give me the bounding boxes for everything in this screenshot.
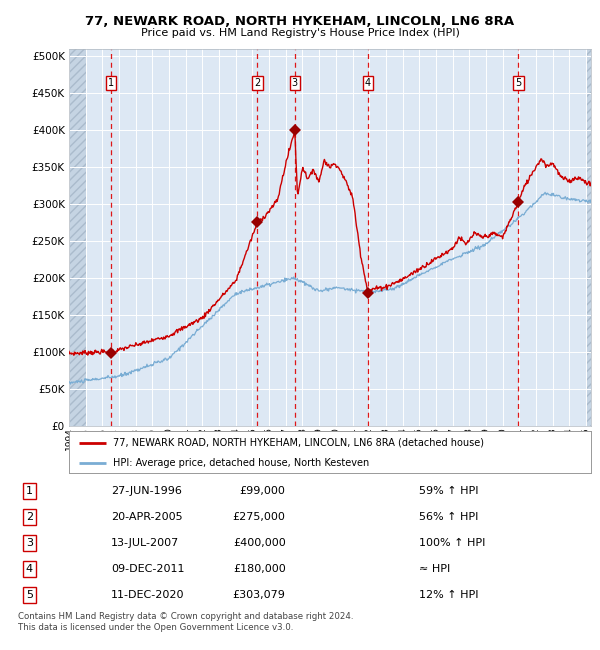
Text: 3: 3 bbox=[26, 538, 33, 548]
Text: 1: 1 bbox=[26, 486, 33, 496]
Text: 2: 2 bbox=[26, 512, 33, 522]
Text: 4: 4 bbox=[26, 564, 33, 574]
Text: 27-JUN-1996: 27-JUN-1996 bbox=[111, 486, 182, 496]
Text: 59% ↑ HPI: 59% ↑ HPI bbox=[419, 486, 479, 496]
Text: £180,000: £180,000 bbox=[233, 564, 286, 574]
Bar bbox=[69, 49, 86, 426]
Text: £303,079: £303,079 bbox=[233, 590, 286, 600]
Text: 1: 1 bbox=[107, 78, 113, 88]
Text: £400,000: £400,000 bbox=[233, 538, 286, 548]
Text: 77, NEWARK ROAD, NORTH HYKEHAM, LINCOLN, LN6 8RA (detached house): 77, NEWARK ROAD, NORTH HYKEHAM, LINCOLN,… bbox=[113, 438, 484, 448]
Text: 3: 3 bbox=[292, 78, 298, 88]
Text: 12% ↑ HPI: 12% ↑ HPI bbox=[419, 590, 479, 600]
Text: 56% ↑ HPI: 56% ↑ HPI bbox=[419, 512, 479, 522]
Text: Price paid vs. HM Land Registry's House Price Index (HPI): Price paid vs. HM Land Registry's House … bbox=[140, 28, 460, 38]
Text: £99,000: £99,000 bbox=[239, 486, 286, 496]
Text: £275,000: £275,000 bbox=[233, 512, 286, 522]
Text: 09-DEC-2011: 09-DEC-2011 bbox=[111, 564, 184, 574]
Text: 5: 5 bbox=[515, 78, 521, 88]
Text: 13-JUL-2007: 13-JUL-2007 bbox=[111, 538, 179, 548]
Text: 77, NEWARK ROAD, NORTH HYKEHAM, LINCOLN, LN6 8RA: 77, NEWARK ROAD, NORTH HYKEHAM, LINCOLN,… bbox=[85, 15, 515, 28]
Text: 11-DEC-2020: 11-DEC-2020 bbox=[111, 590, 184, 600]
Text: 100% ↑ HPI: 100% ↑ HPI bbox=[419, 538, 486, 548]
Text: ≈ HPI: ≈ HPI bbox=[419, 564, 451, 574]
Text: 4: 4 bbox=[365, 78, 371, 88]
Text: 5: 5 bbox=[26, 590, 33, 600]
Text: HPI: Average price, detached house, North Kesteven: HPI: Average price, detached house, Nort… bbox=[113, 458, 370, 467]
Text: 20-APR-2005: 20-APR-2005 bbox=[111, 512, 182, 522]
Bar bbox=[586, 49, 591, 426]
Text: 2: 2 bbox=[254, 78, 260, 88]
Text: Contains HM Land Registry data © Crown copyright and database right 2024.
This d: Contains HM Land Registry data © Crown c… bbox=[18, 612, 353, 632]
